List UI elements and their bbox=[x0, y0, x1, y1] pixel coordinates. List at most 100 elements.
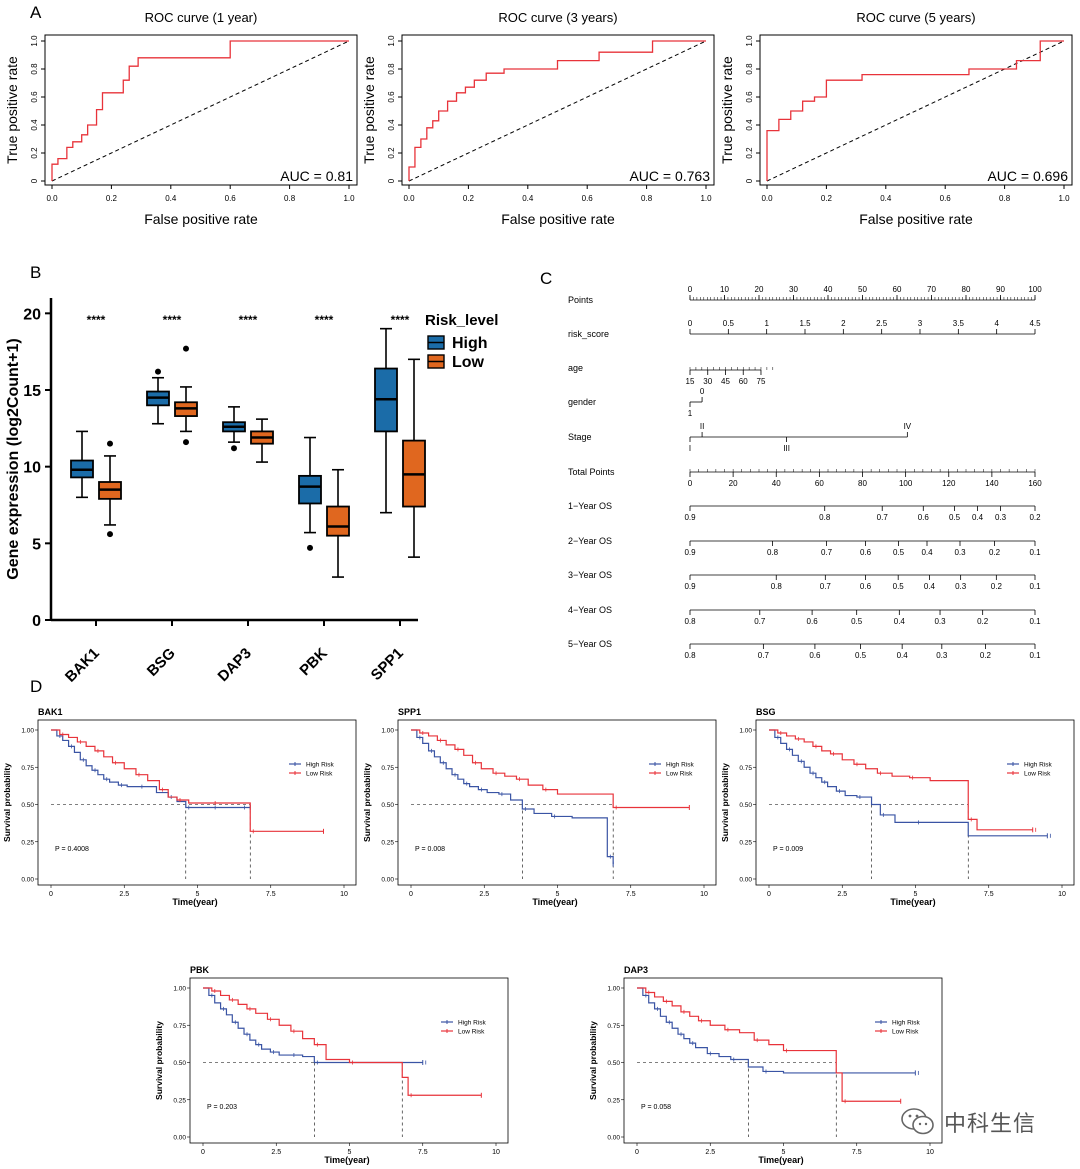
tick-label: 0.2 bbox=[977, 617, 989, 626]
km-chart-bak1: BAK1 0 2.5 5 7.5 10 0.00 0.25 0.50 0.75 1.00 Time(y… bbox=[2, 707, 357, 907]
p-value-label: P = 0.4008 bbox=[55, 846, 89, 853]
y-axis-label: True positive rate bbox=[361, 56, 377, 164]
y-tick-label: 0.00 bbox=[173, 1135, 186, 1142]
x-axis-label: False positive rate bbox=[501, 211, 615, 227]
legend-label: High Risk bbox=[458, 1020, 487, 1027]
tick-label: 20 bbox=[729, 479, 738, 488]
tick-label: 40 bbox=[772, 479, 781, 488]
x-tick-label: 7.5 bbox=[626, 891, 636, 898]
x-tick-label: 0.2 bbox=[821, 194, 833, 203]
tick-label: 4.5 bbox=[1029, 319, 1041, 328]
outlier-point bbox=[231, 445, 237, 452]
tick-label: 0.5 bbox=[723, 319, 735, 328]
tick-label: 45 bbox=[721, 377, 730, 386]
tick-label: 0.3 bbox=[934, 617, 946, 626]
y-tick-label: 1.00 bbox=[739, 728, 752, 735]
y-tick-label: 5 bbox=[32, 536, 41, 553]
roc-title: ROC curve (1 year) bbox=[145, 10, 258, 25]
x-tick-label: 2.5 bbox=[119, 891, 129, 898]
x-tick-label: 7.5 bbox=[418, 1149, 428, 1156]
nomogram-row-label: 4−Year OS bbox=[568, 605, 612, 615]
tick-label: I bbox=[689, 444, 691, 453]
nomogram-row-label: age bbox=[568, 363, 583, 373]
km-title: PBK bbox=[190, 965, 210, 975]
tick-label: 0.9 bbox=[684, 548, 696, 557]
watermark-text: 中科生信 bbox=[944, 1112, 1037, 1137]
p-value-label: P = 0.009 bbox=[773, 846, 803, 853]
tick-label: 0.7 bbox=[758, 651, 770, 660]
tick-label: 0.2 bbox=[991, 582, 1003, 591]
tick-label: 60 bbox=[893, 285, 902, 294]
reference-diagonal bbox=[766, 40, 1065, 182]
tick-label: 90 bbox=[996, 285, 1005, 294]
y-tick-label: 0.6 bbox=[387, 91, 396, 103]
x-tick-label: 5 bbox=[196, 891, 200, 898]
significance-label: **** bbox=[87, 313, 106, 327]
km-chart-pbk: PBK 0 2.5 5 7.5 10 0.00 0.25 0.50 0.75 1.00 Time(ye… bbox=[154, 965, 509, 1165]
wechat-icon bbox=[901, 1108, 934, 1135]
survival-curve-high bbox=[411, 729, 614, 865]
outlier-point bbox=[155, 368, 161, 375]
tick-label: 0.6 bbox=[918, 513, 930, 522]
y-tick-label: 0.6 bbox=[30, 91, 39, 103]
tick-label: 30 bbox=[789, 285, 798, 294]
km-frame bbox=[37, 719, 357, 886]
tick-label: 0.9 bbox=[684, 582, 696, 591]
x-axis-label: Time(year) bbox=[324, 1155, 369, 1165]
tick-label: 0.5 bbox=[851, 617, 863, 626]
y-tick-label: 15 bbox=[23, 383, 41, 400]
y-tick-label: 0.50 bbox=[21, 802, 34, 809]
km-chart-dap3: DAP3 0 2.5 5 7.5 10 0.00 0.25 0.50 0.75 1.00 Time(y… bbox=[588, 965, 943, 1165]
auc-label: AUC = 0.81 bbox=[280, 168, 353, 184]
legend-label: Low bbox=[452, 354, 485, 371]
legend-label: High Risk bbox=[666, 762, 695, 769]
box-high-bak1 bbox=[70, 430, 94, 499]
reference-diagonal bbox=[408, 40, 707, 182]
outlier-point bbox=[307, 544, 313, 551]
roc-chart-2: ROC curve (3 years) 0.0 0.2 0.4 0.6 0.8 1.0 0 0.… bbox=[361, 10, 715, 227]
nomogram-row: 1−Year OS 0.9 0.8 0.7 0.6 0.5 0.4 0.3 0.2 bbox=[568, 501, 1041, 522]
reference-diagonal bbox=[51, 40, 350, 182]
nomogram-row: age 15 30 45 60 75 bbox=[568, 363, 774, 386]
x-tick-label: 10 bbox=[492, 1149, 500, 1156]
y-tick-label: 0.75 bbox=[381, 765, 394, 772]
nomogram-row-label: 3−Year OS bbox=[568, 570, 612, 580]
x-tick-label: 0.2 bbox=[463, 194, 475, 203]
nomogram-row: 5−Year OS 0.8 0.7 0.6 0.5 0.4 0.3 0.2 0.1 bbox=[568, 639, 1041, 660]
box-high-spp1 bbox=[374, 327, 398, 514]
y-tick-label: 0.50 bbox=[381, 802, 394, 809]
tick-label: 60 bbox=[815, 479, 824, 488]
legend-label: Low Risk bbox=[1024, 771, 1051, 778]
tick-label: 10 bbox=[720, 285, 729, 294]
tick-label: 0.8 bbox=[819, 513, 831, 522]
tick-label: 0.7 bbox=[754, 617, 766, 626]
x-tick-label: 0.4 bbox=[880, 194, 892, 203]
watermark: 中科生信 bbox=[900, 1100, 1050, 1144]
survival-curve-low bbox=[411, 729, 690, 809]
y-tick-label: 0.25 bbox=[173, 1097, 186, 1104]
x-tick-label: 5 bbox=[556, 891, 560, 898]
significance-label: **** bbox=[163, 313, 182, 327]
roc-title: ROC curve (3 years) bbox=[498, 10, 617, 25]
x-tick-label: 10 bbox=[700, 891, 708, 898]
panel-label-b: B bbox=[30, 263, 41, 282]
survival-curve-high bbox=[769, 729, 1048, 837]
tick-label: 0.3 bbox=[995, 513, 1007, 522]
tick-label: 0.4 bbox=[897, 651, 909, 660]
y-tick-label: 0.75 bbox=[21, 765, 34, 772]
y-axis-label: True positive rate bbox=[719, 56, 735, 164]
y-tick-label: 0.50 bbox=[607, 1060, 620, 1067]
tick-label: 50 bbox=[858, 285, 867, 294]
box-body bbox=[326, 505, 350, 537]
km-title: BSG bbox=[756, 707, 776, 717]
tick-label: 80 bbox=[962, 285, 971, 294]
x-tick-label: SPP1 bbox=[368, 645, 407, 684]
tick-label: IV bbox=[904, 422, 912, 431]
box-high-dap3 bbox=[222, 406, 246, 452]
outlier-point bbox=[107, 440, 113, 447]
tick-label: 100 bbox=[899, 479, 913, 488]
x-tick-label: 1.0 bbox=[700, 194, 712, 203]
panel-label-c: C bbox=[540, 269, 552, 288]
survival-curve-low bbox=[637, 987, 901, 1102]
